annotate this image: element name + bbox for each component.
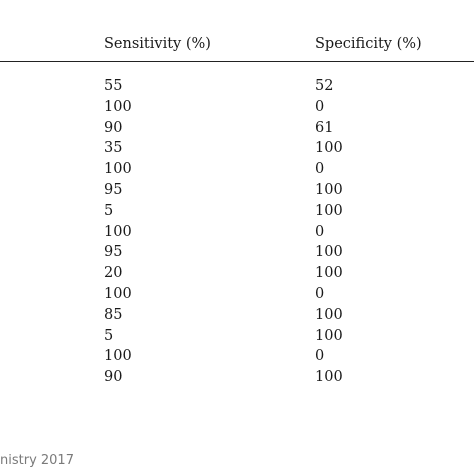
cell-sensitivity: 100 [104, 223, 132, 240]
cell-specificity: 52 [315, 78, 334, 94]
cell-sensitivity: 95 [104, 181, 123, 198]
table-row: 100 0 [0, 346, 474, 367]
cell-specificity: 0 [315, 285, 325, 302]
cell-specificity: 100 [315, 327, 343, 344]
cell-specificity: 0 [315, 98, 325, 115]
cell-specificity: 61 [315, 119, 334, 136]
table-row: 85 100 [0, 305, 474, 326]
cell-sensitivity: 100 [104, 285, 132, 302]
cell-sensitivity: 20 [104, 265, 123, 282]
table-row: 55 52 [0, 76, 474, 97]
cell-sensitivity: 5 [104, 327, 114, 344]
cell-specificity: 100 [315, 202, 343, 219]
table-row: 95 100 [0, 242, 474, 263]
cell-specificity: 100 [315, 244, 343, 261]
cell-sensitivity: 90 [104, 369, 123, 386]
table-row: 35 100 [0, 138, 474, 159]
cell-specificity: 100 [315, 306, 343, 323]
table-body: 55 52 100 0 90 61 35 100 100 0 95 100 5 100 100 0 95 100 2… [0, 76, 474, 388]
cell-sensitivity: 95 [104, 244, 123, 261]
table-row: 95 100 [0, 180, 474, 201]
cell-specificity: 100 [315, 369, 343, 386]
table-row: 90 61 [0, 118, 474, 139]
cell-sensitivity: 35 [104, 140, 123, 157]
table-row: 5 100 [0, 326, 474, 347]
cell-sensitivity: 85 [104, 306, 123, 323]
cell-sensitivity: 90 [104, 119, 123, 136]
column-header-sensitivity: Sensitivity (%) [104, 36, 211, 52]
cell-sensitivity: 100 [104, 98, 132, 115]
header-divider [0, 61, 474, 62]
table-row: 100 0 [0, 222, 474, 243]
copyright-footer: nistry 2017 [0, 453, 74, 468]
table-row: 5 100 [0, 201, 474, 222]
table-row: 90 100 [0, 367, 474, 388]
cell-specificity: 0 [315, 348, 325, 365]
table-row: 20 100 [0, 263, 474, 284]
table-row: 100 0 [0, 159, 474, 180]
table-row: 100 0 [0, 284, 474, 305]
cell-sensitivity: 100 [104, 348, 132, 365]
cell-specificity: 100 [315, 181, 343, 198]
cell-specificity: 0 [315, 161, 325, 178]
column-header-specificity: Specificity (%) [315, 36, 422, 52]
cell-sensitivity: 100 [104, 161, 132, 178]
cell-specificity: 100 [315, 140, 343, 157]
table-row: 100 0 [0, 97, 474, 118]
cell-sensitivity: 55 [104, 78, 123, 94]
cell-specificity: 0 [315, 223, 325, 240]
cell-sensitivity: 5 [104, 202, 114, 219]
cell-specificity: 100 [315, 265, 343, 282]
